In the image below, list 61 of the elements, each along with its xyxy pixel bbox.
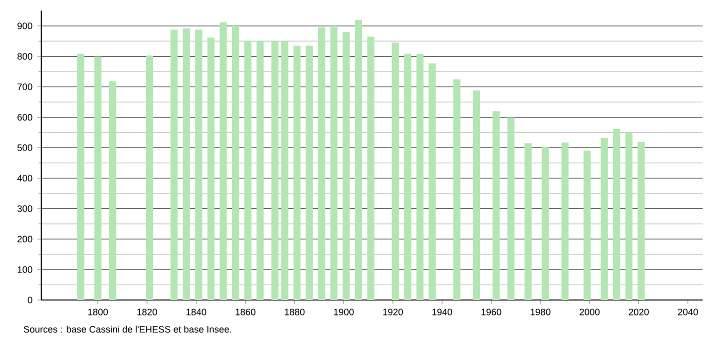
bar (561, 142, 569, 300)
bar (507, 117, 514, 300)
bar (330, 26, 338, 300)
x-tick-label: 1920 (383, 308, 403, 316)
bar (600, 138, 608, 300)
bar (638, 142, 645, 300)
x-tick-label: 1840 (186, 308, 206, 316)
bar (625, 132, 632, 300)
bar (416, 54, 424, 300)
x-tick-label: 1800 (88, 308, 108, 316)
bar (271, 41, 278, 300)
bar (94, 56, 102, 300)
bar (584, 150, 591, 300)
y-tick-label: 200 (18, 236, 32, 242)
x-tick-label: 1960 (482, 308, 502, 316)
bar (318, 27, 326, 300)
bar (293, 46, 301, 300)
y-tick-label: 100 (18, 266, 32, 273)
bar (342, 32, 350, 300)
y-tick-label: 0 (28, 296, 32, 304)
bar (367, 36, 374, 300)
x-tick-label: 1940 (432, 308, 452, 316)
bar (220, 22, 227, 300)
x-tick-label: 1980 (530, 308, 550, 316)
x-tick-label: 1820 (137, 308, 158, 316)
x-tick-label: 1900 (334, 308, 354, 316)
bar (146, 55, 154, 300)
bar (170, 30, 178, 300)
x-tick-label: 2020 (628, 308, 649, 316)
bar (404, 54, 412, 300)
x-tick-label: 2000 (580, 308, 600, 316)
bar (524, 143, 532, 300)
y-tick-label: 300 (17, 205, 32, 212)
bar (182, 28, 190, 300)
y-tick-label: 800 (17, 53, 32, 60)
x-tick-label: 1860 (236, 308, 256, 316)
bar (492, 111, 500, 300)
bar (453, 79, 460, 300)
bar (232, 26, 240, 300)
bar (428, 63, 436, 300)
bar (195, 30, 202, 300)
x-tick-label: 1880 (284, 308, 305, 316)
y-tick-label: 700 (18, 84, 32, 90)
y-tick-label: 500 (17, 144, 32, 152)
bar (109, 81, 116, 300)
bar (207, 37, 215, 300)
bar (256, 41, 264, 300)
bar (354, 20, 362, 300)
bar (77, 54, 84, 300)
bar (244, 41, 252, 300)
bar (392, 42, 399, 300)
bar (472, 90, 480, 300)
y-tick-label: 400 (17, 174, 32, 182)
x-tick-label: 2040 (678, 308, 698, 316)
bar (281, 41, 288, 300)
y-tick-label: 600 (18, 114, 32, 121)
bar (542, 146, 549, 300)
y-tick-label: 900 (17, 22, 32, 30)
bar (306, 46, 313, 300)
source-note: Sources : base Cassini de l'EHESS et base Insee. (24, 326, 232, 333)
bar (613, 128, 620, 300)
